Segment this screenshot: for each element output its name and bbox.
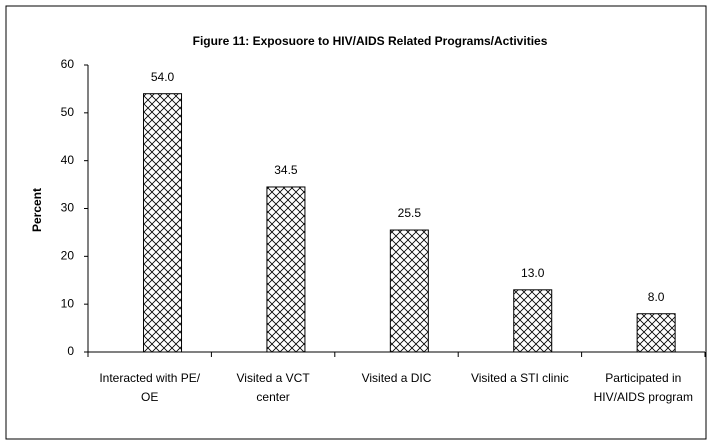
y-tick-label: 0	[67, 344, 74, 358]
x-tick-label: Visited a STI clinic	[470, 371, 569, 385]
x-tick-label: Visited a DIC	[361, 371, 432, 385]
y-tick-label: 40	[61, 153, 75, 167]
bar	[513, 289, 553, 353]
data-label: 25.5	[398, 206, 422, 220]
data-label: 13.0	[521, 266, 545, 280]
chart-border	[5, 5, 707, 440]
bar	[143, 93, 183, 353]
y-tick-label: 30	[61, 201, 75, 215]
x-tick-label: Interacted with PE/ OE	[99, 371, 201, 404]
y-tick-label: 60	[61, 57, 75, 71]
y-axis-label: Percent	[30, 188, 44, 232]
bar	[266, 186, 306, 353]
chart-title: Figure 11: Exposuore to HIV/AIDS Related…	[193, 34, 548, 48]
bar	[389, 229, 429, 353]
bar	[636, 313, 676, 353]
x-tick-label: Participated in HIV/AIDS program	[593, 371, 693, 404]
data-label: 8.0	[648, 290, 665, 304]
data-label: 54.0	[151, 70, 175, 84]
y-tick-label: 10	[61, 296, 75, 310]
y-tick-label: 50	[61, 105, 75, 119]
data-label: 34.5	[274, 163, 298, 177]
x-tick-label: Visited a VCT center	[236, 371, 310, 404]
y-tick-label: 20	[61, 249, 75, 263]
